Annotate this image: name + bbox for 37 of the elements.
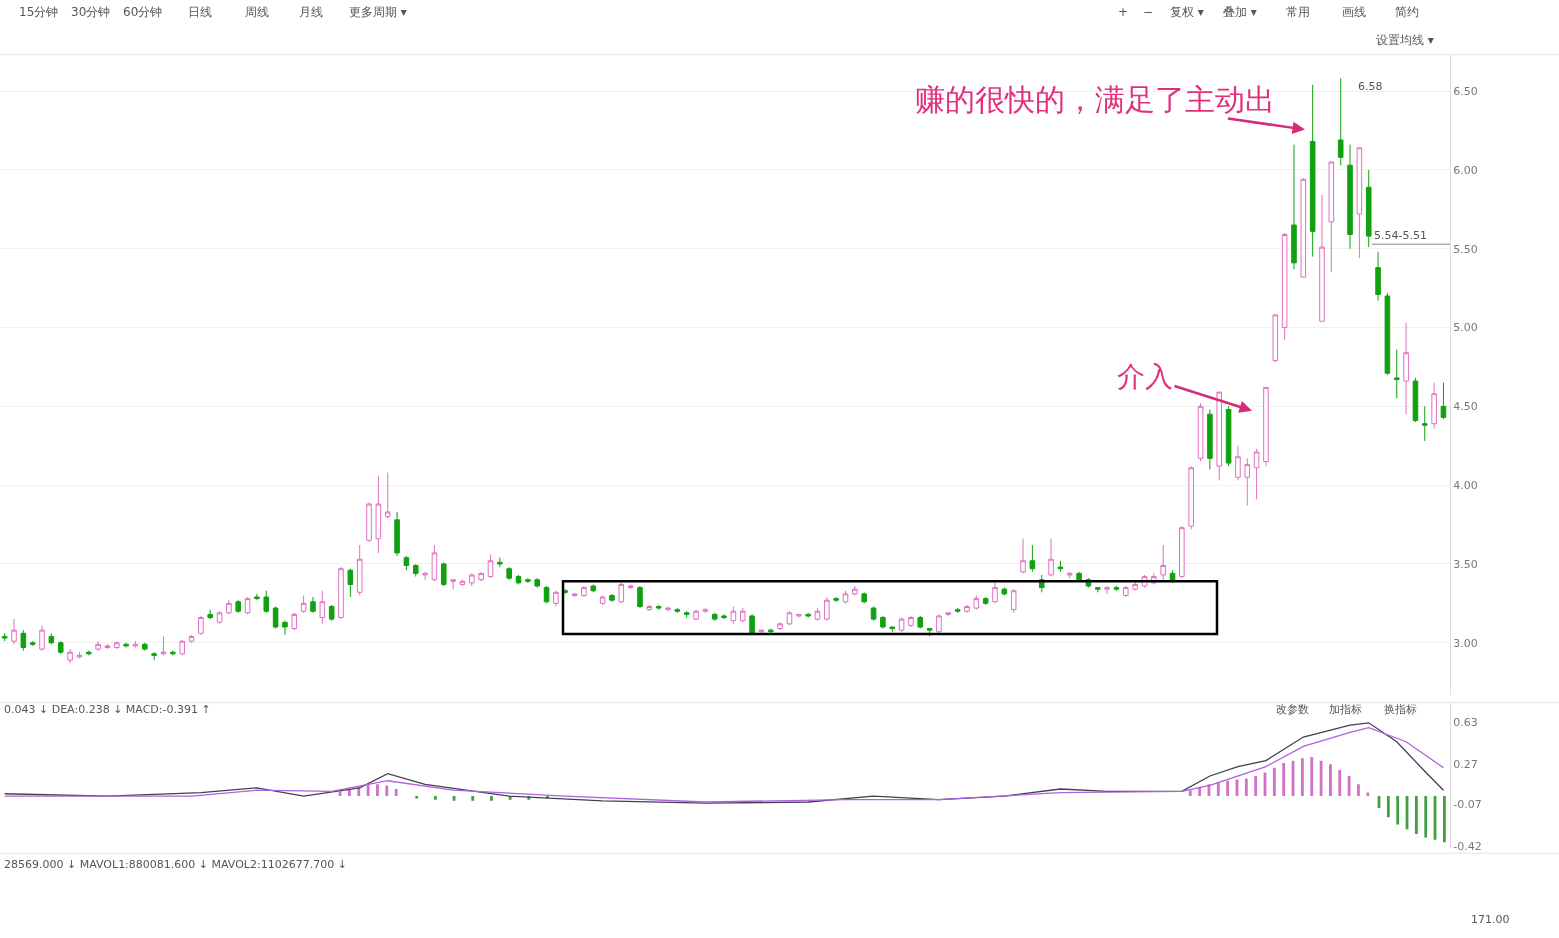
y-tick-label: 6.00 <box>1453 163 1478 177</box>
y-tick-label: 3.50 <box>1453 557 1478 571</box>
annotation: 0.043 ↓ DEA:0.238 ↓ MACD:-0.391 ↑ <box>4 703 211 716</box>
text: − <box>1143 5 1154 19</box>
y-tick-label: 6.50 <box>1453 84 1478 98</box>
text: 60分钟 <box>123 5 163 19</box>
annotation: 5.54-5.51 <box>1374 229 1427 242</box>
y-tick-label: -0.42 <box>1453 839 1482 853</box>
y-tick-label: 5.00 <box>1453 321 1478 335</box>
y-tick-label: 4.50 <box>1453 400 1478 414</box>
text: 复权 ▾ <box>1170 5 1204 19</box>
text: 简约 <box>1395 5 1419 19</box>
text: 周线 <box>245 5 269 19</box>
annotation: 6.58 <box>1358 80 1383 93</box>
y-tick-label: 0.63 <box>1453 715 1478 729</box>
y-tick-label: 3.00 <box>1453 636 1478 650</box>
y-tick-label: 5.50 <box>1453 242 1478 256</box>
annotation: 介入 <box>1117 360 1173 393</box>
text: 设置均线 ▾ <box>1376 33 1434 47</box>
y-tick-label: -0.07 <box>1453 798 1482 812</box>
text: 画线 <box>1342 5 1366 19</box>
text: 叠加 ▾ <box>1223 5 1257 19</box>
annotation: 换指标 <box>1384 703 1417 716</box>
annotation: 加指标 <box>1329 703 1362 716</box>
annotation: 改参数 <box>1276 703 1309 716</box>
y-tick-label: 4.00 <box>1453 478 1478 492</box>
text: 30分钟 <box>71 5 111 19</box>
text: 28569.000 ↓ MAVOL1:880081.600 ↓ MAVOL2:1102677.700 ↓ <box>4 858 347 871</box>
text: 日线 <box>188 5 212 19</box>
text: 171.00 <box>1471 913 1510 926</box>
y-tick-label: 0.27 <box>1453 758 1478 772</box>
text: + <box>1118 5 1129 19</box>
text: 15分钟 <box>19 5 59 19</box>
text: 月线 <box>299 5 323 19</box>
text: 常用 <box>1286 5 1310 19</box>
text: 更多周期 ▾ <box>349 5 407 19</box>
annotation: 赚的很快的，满足了主动出 <box>915 82 1275 117</box>
